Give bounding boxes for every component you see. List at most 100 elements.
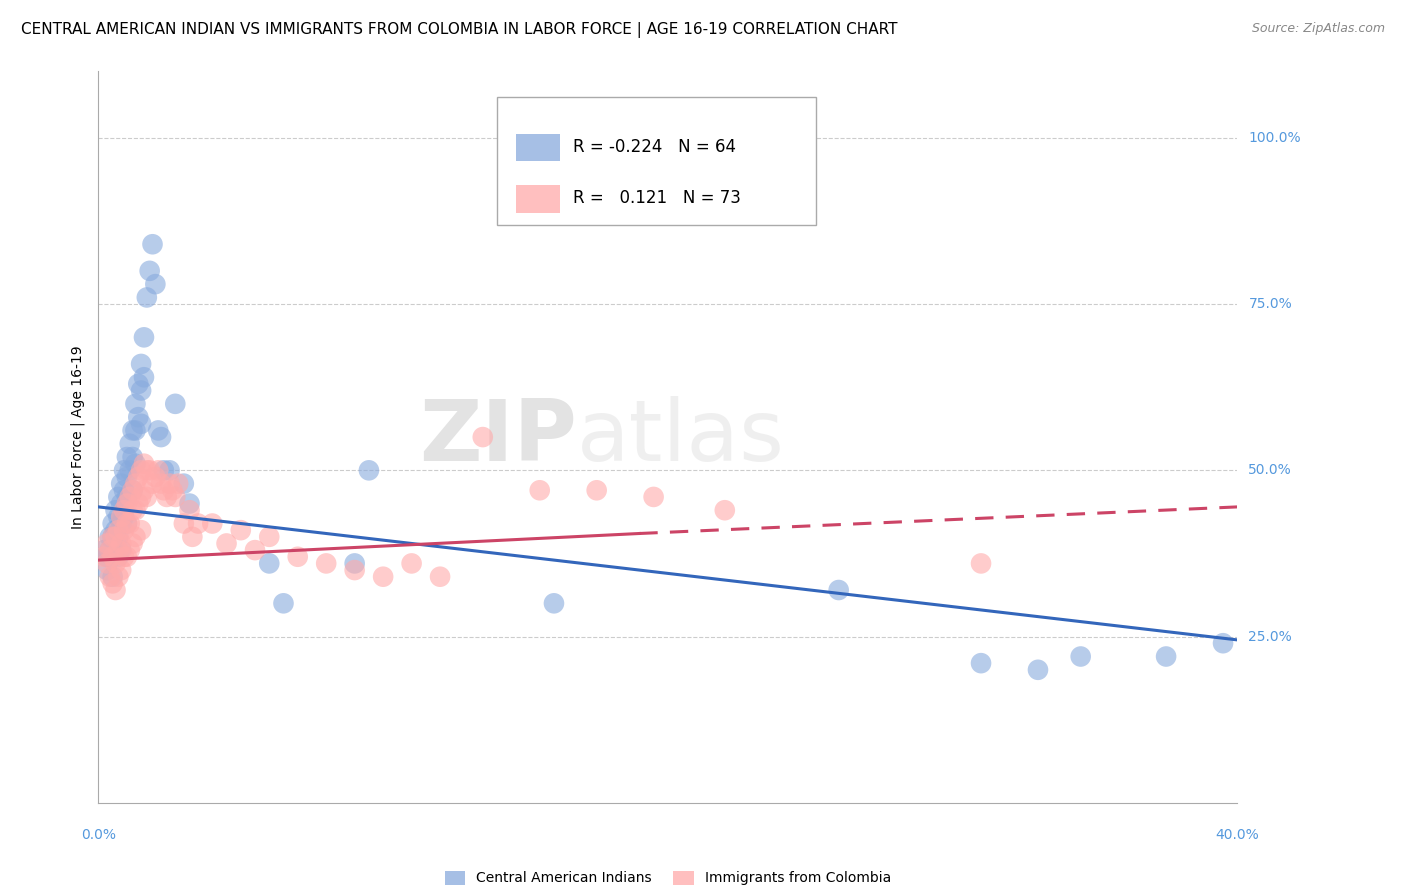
Immigrants from Colombia <box>129 490 152 504</box>
Immigrants from Colombia <box>98 543 121 558</box>
Immigrants from Colombia <box>101 549 124 564</box>
Immigrants from Colombia <box>159 476 181 491</box>
Immigrants from Colombia <box>259 530 281 544</box>
Central American Indians <box>259 557 281 571</box>
Immigrants from Colombia <box>124 530 146 544</box>
Central American Indians <box>101 570 124 584</box>
Immigrants from Colombia <box>104 530 127 544</box>
Central American Indians <box>107 490 129 504</box>
Central American Indians <box>124 397 146 411</box>
Central American Indians <box>1154 649 1177 664</box>
Central American Indians <box>104 523 127 537</box>
Immigrants from Colombia <box>373 570 395 584</box>
Central American Indians <box>112 483 135 498</box>
Central American Indians <box>138 264 160 278</box>
Central American Indians <box>543 596 565 610</box>
Text: 100.0%: 100.0% <box>1249 131 1301 145</box>
Y-axis label: In Labor Force | Age 16-19: In Labor Force | Age 16-19 <box>70 345 84 529</box>
Central American Indians <box>101 549 124 564</box>
Text: R =   0.121   N = 73: R = 0.121 N = 73 <box>574 189 741 207</box>
Central American Indians <box>98 530 121 544</box>
Central American Indians <box>141 237 163 252</box>
Immigrants from Colombia <box>110 509 132 524</box>
Central American Indians <box>135 290 157 304</box>
Immigrants from Colombia <box>96 536 118 550</box>
Immigrants from Colombia <box>215 536 238 550</box>
Central American Indians <box>124 457 146 471</box>
Central American Indians <box>112 509 135 524</box>
Immigrants from Colombia <box>104 582 127 597</box>
Immigrants from Colombia <box>315 557 337 571</box>
Central American Indians <box>129 417 152 431</box>
Text: ZIP: ZIP <box>419 395 576 479</box>
Immigrants from Colombia <box>127 497 149 511</box>
Immigrants from Colombia <box>970 557 993 571</box>
Central American Indians <box>115 516 138 531</box>
Central American Indians <box>110 497 132 511</box>
Central American Indians <box>129 384 152 398</box>
Immigrants from Colombia <box>165 490 187 504</box>
Immigrants from Colombia <box>343 563 366 577</box>
Central American Indians <box>101 516 124 531</box>
Immigrants from Colombia <box>112 523 135 537</box>
Immigrants from Colombia <box>429 570 451 584</box>
Text: CENTRAL AMERICAN INDIAN VS IMMIGRANTS FROM COLOMBIA IN LABOR FORCE | AGE 16-19 C: CENTRAL AMERICAN INDIAN VS IMMIGRANTS FR… <box>21 22 897 38</box>
Central American Indians <box>93 543 115 558</box>
Central American Indians <box>115 450 138 464</box>
Central American Indians <box>129 357 152 371</box>
Text: R = -0.224   N = 64: R = -0.224 N = 64 <box>574 137 737 156</box>
Immigrants from Colombia <box>141 476 163 491</box>
Central American Indians <box>1212 636 1234 650</box>
Text: 25.0%: 25.0% <box>1249 630 1292 643</box>
Immigrants from Colombia <box>118 490 141 504</box>
Central American Indians <box>970 656 993 670</box>
Immigrants from Colombia <box>187 516 209 531</box>
Immigrants from Colombia <box>243 543 266 558</box>
Central American Indians <box>343 557 366 571</box>
Immigrants from Colombia <box>124 503 146 517</box>
Immigrants from Colombia <box>173 516 195 531</box>
Immigrants from Colombia <box>121 503 143 517</box>
Central American Indians <box>127 376 149 391</box>
Central American Indians <box>1070 649 1092 664</box>
Immigrants from Colombia <box>132 457 155 471</box>
Central American Indians <box>101 530 124 544</box>
Immigrants from Colombia <box>112 503 135 517</box>
Immigrants from Colombia <box>115 497 138 511</box>
Immigrants from Colombia <box>153 483 176 498</box>
Central American Indians <box>107 549 129 564</box>
Immigrants from Colombia <box>101 576 124 591</box>
Immigrants from Colombia <box>121 483 143 498</box>
Central American Indians <box>159 463 181 477</box>
Immigrants from Colombia <box>156 490 179 504</box>
Immigrants from Colombia <box>401 557 423 571</box>
Central American Indians <box>112 463 135 477</box>
Immigrants from Colombia <box>121 536 143 550</box>
Central American Indians <box>828 582 851 597</box>
Central American Indians <box>150 430 173 444</box>
Immigrants from Colombia <box>643 490 665 504</box>
Central American Indians <box>118 436 141 450</box>
Central American Indians <box>173 476 195 491</box>
Immigrants from Colombia <box>167 476 190 491</box>
Immigrants from Colombia <box>110 563 132 577</box>
Central American Indians <box>110 476 132 491</box>
Immigrants from Colombia <box>132 483 155 498</box>
Immigrants from Colombia <box>110 536 132 550</box>
Central American Indians <box>115 470 138 484</box>
Immigrants from Colombia <box>471 430 494 444</box>
Central American Indians <box>179 497 201 511</box>
Immigrants from Colombia <box>714 503 737 517</box>
Central American Indians <box>110 516 132 531</box>
Central American Indians <box>121 483 143 498</box>
Central American Indians <box>357 463 380 477</box>
Central American Indians <box>132 370 155 384</box>
Immigrants from Colombia <box>201 516 224 531</box>
Central American Indians <box>104 503 127 517</box>
Central American Indians <box>107 509 129 524</box>
Immigrants from Colombia <box>135 463 157 477</box>
Immigrants from Colombia <box>129 523 152 537</box>
Immigrants from Colombia <box>287 549 309 564</box>
Immigrants from Colombia <box>104 557 127 571</box>
Bar <box>516 185 560 212</box>
